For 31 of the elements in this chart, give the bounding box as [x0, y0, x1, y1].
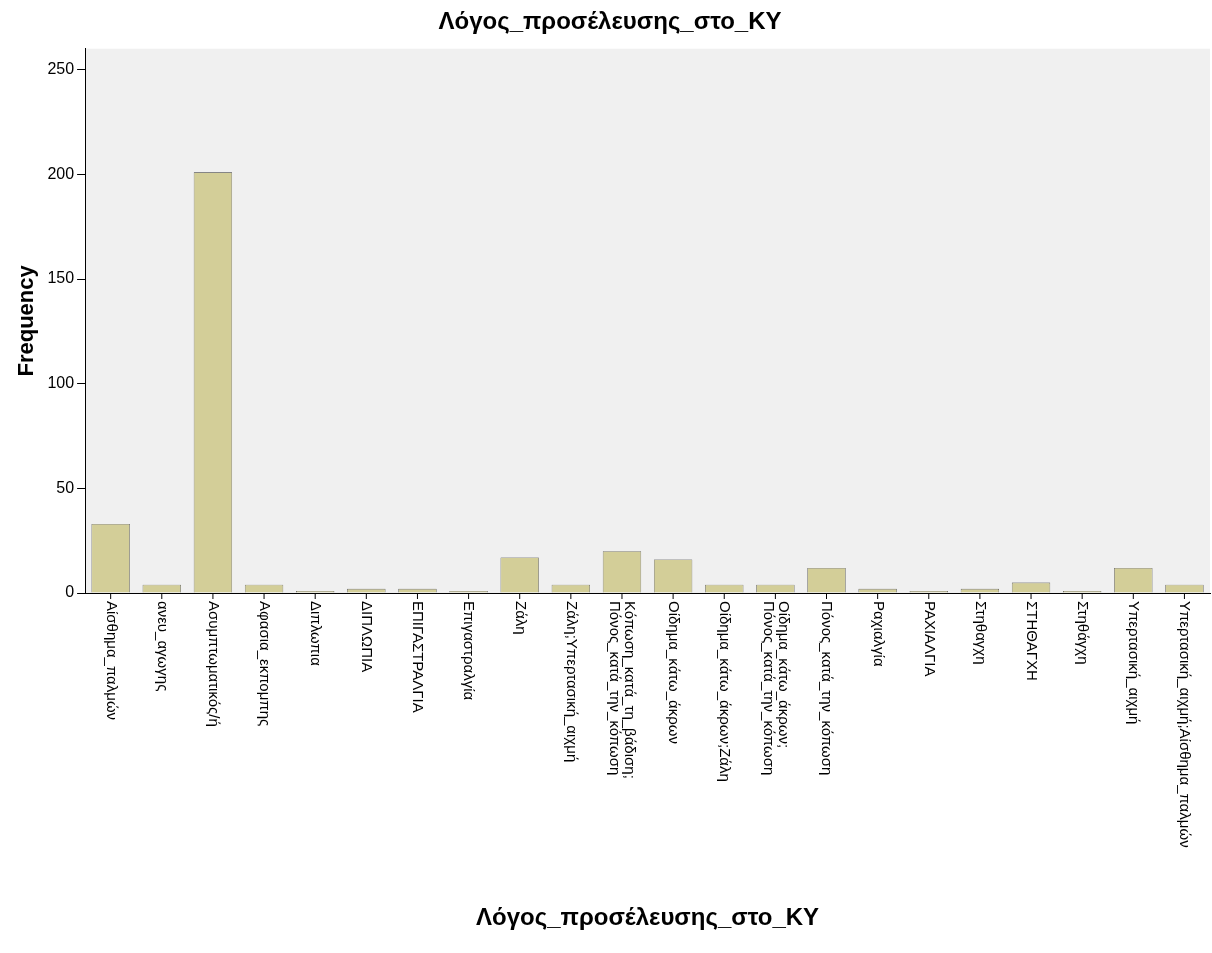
x-tick-label: Υπερτασική_αιχμή;Αίσθημα_παλμών [1177, 601, 1195, 848]
y-tick-label: 200 [47, 164, 75, 182]
y-axis-title: Frequency [13, 264, 39, 377]
x-tick-label: Κόπωση_κατά_τη_βάδιση; Πόνος_κατά_την_κόπωση [607, 601, 640, 779]
y-tick-label: 100 [47, 374, 75, 392]
x-axis-title: Λόγος_προσέλευσης_στο_ΚΥ [476, 903, 820, 931]
x-tick-label: ανευ_αγωγης [154, 601, 172, 692]
x-tick-label: Ζάλη;Υπερτασική_αιχμή [563, 601, 581, 763]
x-tick-label: Πόνος_κατά_την_κόπωση [819, 601, 837, 776]
chart-title: Λόγος_προσέλευσης_στο_ΚΥ [438, 7, 782, 35]
x-tick-label: Αίσθημα_παλμών [103, 601, 121, 721]
y-tick-label: 50 [56, 478, 75, 496]
x-tick-label: ΣΤΗΘΑΓΧΗ [1023, 601, 1041, 681]
x-tick-label: Ασυμπτωματικός/ή [205, 601, 223, 727]
x-tick-label: Στηθαγχη [972, 601, 990, 665]
x-tick-label: ΔΙΠΛΩΠΙΑ [359, 601, 377, 673]
y-tick-label: 150 [47, 269, 75, 287]
x-tick-label: ΕΠΙΓΑΣΤΡΑΛΓΙΑ [410, 601, 428, 713]
x-tick-label: Οίδημα_κάτω_άκρων; Πόνος_κατά_την_κόπωση [760, 601, 793, 776]
y-tick-label: 0 [65, 583, 75, 601]
x-tick-label: Υπερτασική_αιχμή [1126, 601, 1144, 725]
x-tick-label: Αφασια_εκπομπης [256, 601, 274, 727]
x-tick-label: Διπλωπια [308, 601, 326, 667]
x-tick-label: Ζάλη [512, 601, 530, 635]
y-tick-label: 250 [47, 60, 75, 78]
x-tick-label: ΡΑΧΙΑΛΓΙΑ [921, 601, 939, 677]
x-tick-label: Οίδημα_κάτω_άκρων [665, 601, 683, 745]
x-tick-label: Στηθάγχη [1075, 601, 1093, 665]
x-tick-label: Οίδημα_κάτω_άκρων;Ζάλη [717, 601, 735, 782]
x-tick-label: Επιγαστραλγία [461, 601, 479, 701]
x-tick-label: Ραχιαλγία [870, 601, 888, 667]
